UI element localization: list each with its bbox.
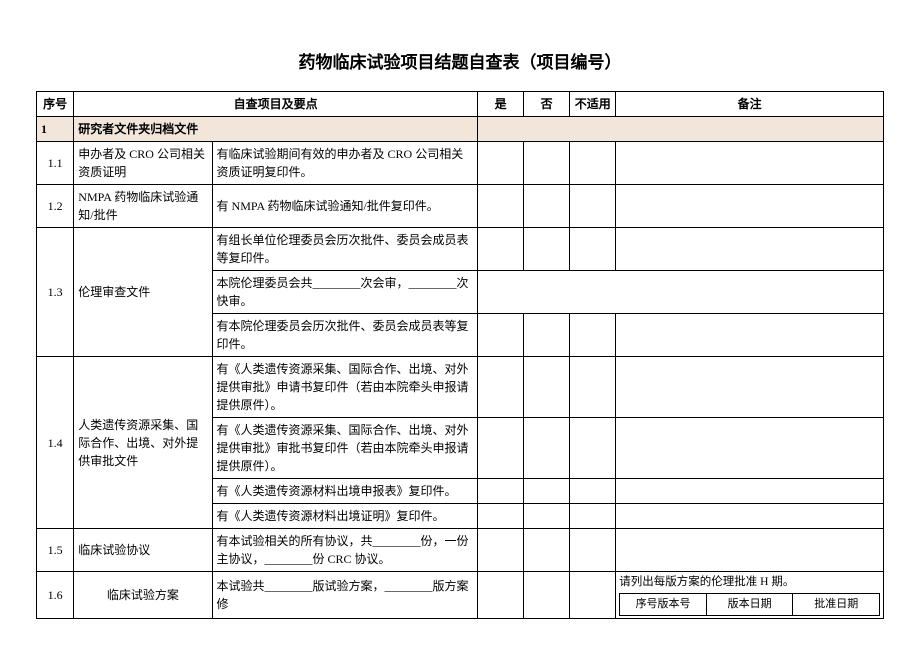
note-text: 请列出每版方案的伦理批准 H 期。 — [619, 574, 880, 591]
cell-merged — [478, 271, 884, 314]
cell-na — [570, 504, 616, 529]
cell-yes — [478, 572, 524, 619]
hdr-item: 自查项目及要点 — [74, 92, 478, 117]
cell-na — [570, 228, 616, 271]
cell-note: 请列出每版方案的伦理批准 H 期。 序号版本号 版本日期 批准日期 — [616, 572, 884, 619]
cell-na — [570, 142, 616, 185]
sub-c2: 版本日期 — [706, 594, 793, 616]
row-1-1: 1.1 申办者及 CRO 公司相关资质证明 有临床试验期间有效的申办者及 CRO… — [37, 142, 884, 185]
sub-c1: 序号版本号 — [620, 594, 707, 616]
cell-na — [570, 418, 616, 479]
section-blank — [478, 117, 884, 142]
row-1-4a: 1.4 人类遗传资源采集、国际合作、出境、对外提供审批文件 有《人类遗传资源采集… — [37, 357, 884, 418]
section-1: 1 研究者文件夹归档文件 — [37, 117, 884, 142]
cell-desc: 有《人类遗传资源采集、国际合作、出境、对外提供审批》审批书复印件（若由本院牵头申… — [212, 418, 478, 479]
row-1-5: 1.5 临床试验协议 有本试验相关的所有协议，共________份，一份主协议，… — [37, 529, 884, 572]
cell-no — [524, 479, 570, 504]
cell-note — [616, 314, 884, 357]
cell-item: 人类遗传资源采集、国际合作、出境、对外提供审批文件 — [74, 357, 212, 529]
cell-na — [570, 572, 616, 619]
note-subtable: 序号版本号 版本日期 批准日期 — [619, 593, 880, 616]
cell-item: 伦理审查文件 — [74, 228, 212, 357]
sub-c3: 批准日期 — [793, 594, 880, 616]
cell-no — [524, 504, 570, 529]
cell-na — [570, 479, 616, 504]
cell-note — [616, 228, 884, 271]
checklist-table: 序号 自查项目及要点 是 否 不适用 备注 1 研究者文件夹归档文件 1.1 申… — [36, 91, 884, 619]
cell-desc: 有 NMPA 药物临床试验通知/批件复印件。 — [212, 185, 478, 228]
cell-no — [524, 418, 570, 479]
section-num: 1 — [37, 117, 74, 142]
hdr-note: 备注 — [616, 92, 884, 117]
cell-no — [524, 185, 570, 228]
cell-desc: 有《人类遗传资源材料出境证明》复印件。 — [212, 504, 478, 529]
cell-yes — [478, 418, 524, 479]
cell-yes — [478, 529, 524, 572]
cell-note — [616, 142, 884, 185]
cell-no — [524, 529, 570, 572]
hdr-no: 否 — [524, 92, 570, 117]
cell-na — [570, 529, 616, 572]
cell-item: 临床试验协议 — [74, 529, 212, 572]
hdr-na: 不适用 — [570, 92, 616, 117]
cell-item: 申办者及 CRO 公司相关资质证明 — [74, 142, 212, 185]
cell-na — [570, 185, 616, 228]
cell-num: 1.5 — [37, 529, 74, 572]
cell-desc: 本院伦理委员会共________次会审，________次快审。 — [212, 271, 478, 314]
cell-note — [616, 504, 884, 529]
cell-desc: 有《人类遗传资源材料出境申报表》复印件。 — [212, 479, 478, 504]
cell-note — [616, 357, 884, 418]
cell-yes — [478, 479, 524, 504]
cell-yes — [478, 185, 524, 228]
row-1-2: 1.2 NMPA 药物临床试验通知/批件 有 NMPA 药物临床试验通知/批件复… — [37, 185, 884, 228]
row-1-3a: 1.3 伦理审查文件 有组长单位伦理委员会历次批件、委员会成员表等复印件。 — [37, 228, 884, 271]
cell-item: 临床试验方案 — [74, 572, 212, 619]
cell-yes — [478, 357, 524, 418]
cell-no — [524, 357, 570, 418]
row-1-6: 1.6 临床试验方案 本试验共________版试验方案，________版方案… — [37, 572, 884, 619]
cell-item: NMPA 药物临床试验通知/批件 — [74, 185, 212, 228]
hdr-seq: 序号 — [37, 92, 74, 117]
cell-yes — [478, 228, 524, 271]
cell-no — [524, 314, 570, 357]
cell-desc: 本试验共________版试验方案，________版方案修 — [212, 572, 478, 619]
cell-num: 1.4 — [37, 357, 74, 529]
page-title: 药物临床试验项目结题自查表（项目编号） — [36, 48, 884, 73]
cell-desc: 有组长单位伦理委员会历次批件、委员会成员表等复印件。 — [212, 228, 478, 271]
cell-note — [616, 529, 884, 572]
cell-na — [570, 314, 616, 357]
cell-no — [524, 142, 570, 185]
cell-num: 1.6 — [37, 572, 74, 619]
cell-num: 1.2 — [37, 185, 74, 228]
cell-desc: 有本试验相关的所有协议，共________份，一份主协议，________份 C… — [212, 529, 478, 572]
cell-note — [616, 418, 884, 479]
cell-num: 1.1 — [37, 142, 74, 185]
cell-na — [570, 357, 616, 418]
section-label: 研究者文件夹归档文件 — [74, 117, 478, 142]
cell-note — [616, 479, 884, 504]
cell-no — [524, 228, 570, 271]
cell-desc: 有临床试验期间有效的申办者及 CRO 公司相关资质证明复印件。 — [212, 142, 478, 185]
cell-yes — [478, 314, 524, 357]
cell-yes — [478, 142, 524, 185]
header-row: 序号 自查项目及要点 是 否 不适用 备注 — [37, 92, 884, 117]
cell-desc: 有《人类遗传资源采集、国际合作、出境、对外提供审批》申请书复印件（若由本院牵头申… — [212, 357, 478, 418]
cell-note — [616, 185, 884, 228]
hdr-yes: 是 — [478, 92, 524, 117]
cell-num: 1.3 — [37, 228, 74, 357]
cell-yes — [478, 504, 524, 529]
cell-no — [524, 572, 570, 619]
cell-desc: 有本院伦理委员会历次批件、委员会成员表等复印件。 — [212, 314, 478, 357]
